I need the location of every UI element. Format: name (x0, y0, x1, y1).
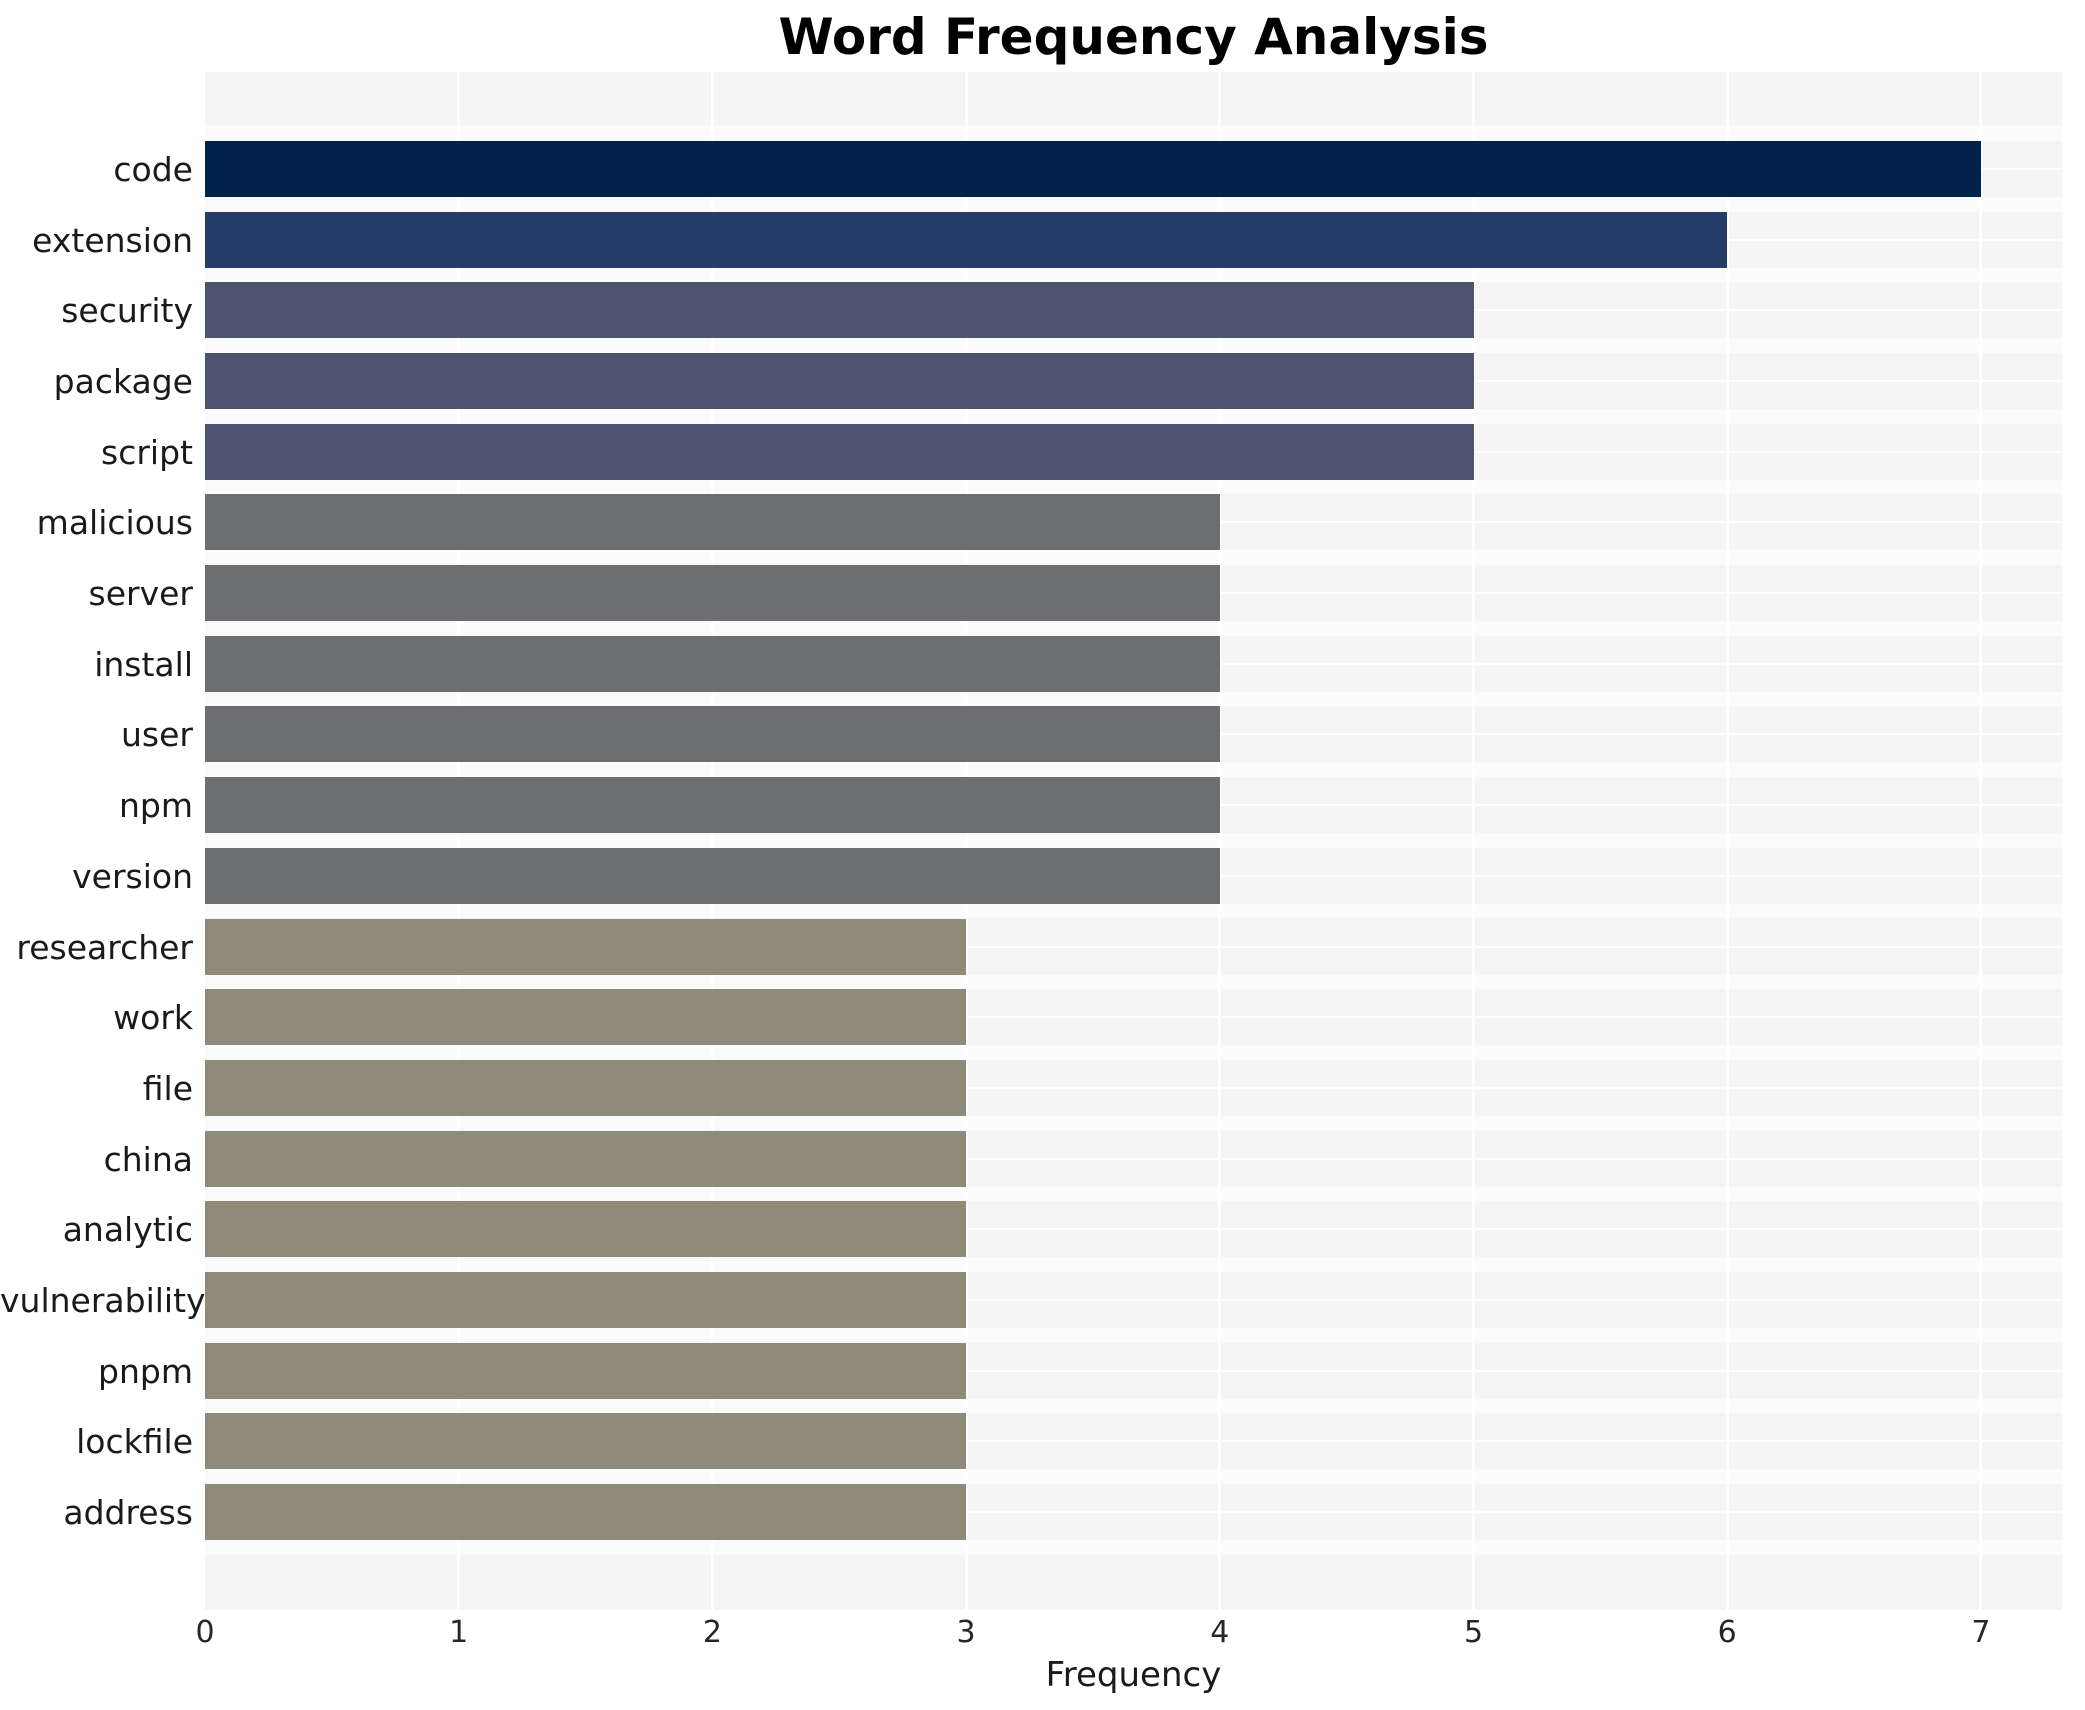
chart-title: Word Frequency Analysis (778, 8, 1489, 66)
bar-malicious (205, 494, 1220, 551)
x-gridline (1979, 72, 1983, 1610)
x-gridline (1218, 72, 1222, 1610)
bar-extension (205, 211, 1728, 268)
y-gridline (205, 1298, 2062, 1301)
bar-package (205, 353, 1474, 409)
x-gridline (710, 72, 714, 1610)
row-stripe (205, 833, 2062, 848)
x-axis-title: Frequency (1045, 1655, 1222, 1695)
y-axis-label-researcher: researcher (16, 927, 193, 967)
bar-install (205, 635, 1220, 692)
row-stripe (205, 409, 2062, 424)
y-axis-label-package: package (53, 362, 193, 401)
y-axis-label-npm: npm (118, 786, 193, 826)
row-stripe (205, 338, 2062, 354)
row-stripe (205, 197, 2062, 212)
bar-vulnerability (205, 1271, 967, 1328)
y-axis-label-code: code (113, 150, 193, 189)
y-gridline (205, 945, 2062, 948)
row-stripe (205, 1539, 2062, 1555)
row-stripe (205, 126, 2062, 141)
bar-lockfile (205, 1413, 967, 1470)
row-stripe (205, 267, 2062, 283)
bar-code (205, 141, 1981, 197)
y-axis-label-lockfile: lockfile (76, 1422, 193, 1462)
y-gridline (205, 1086, 2062, 1089)
bar-work (205, 989, 967, 1046)
row-stripe (205, 621, 2062, 636)
bar-server (205, 565, 1220, 622)
row-stripe (205, 903, 2062, 919)
row-stripe (205, 1115, 2062, 1131)
y-axis-label-china: china (103, 1139, 193, 1179)
bar-file (205, 1059, 967, 1116)
plot-area (205, 72, 2062, 1610)
y-gridline (205, 1157, 2062, 1160)
bar-security (205, 282, 1474, 339)
y-axis-label-install: install (94, 644, 193, 684)
x-tick-label-4: 4 (1210, 1615, 1230, 1650)
row-stripe (205, 1327, 2062, 1343)
bar-china (205, 1130, 967, 1187)
y-axis-label-address: address (63, 1492, 193, 1532)
row-stripe (205, 1186, 2062, 1202)
y-axis-label-script: script (101, 432, 193, 472)
y-axis-label-security: security (61, 291, 193, 331)
bar-version (205, 847, 1220, 904)
y-gridline (205, 1228, 2062, 1231)
y-axis-label-extension: extension (32, 220, 193, 260)
row-stripe (205, 762, 2062, 778)
y-axis-label-work: work (113, 998, 193, 1038)
row-stripe (205, 1469, 2062, 1484)
x-tick-label-6: 6 (1717, 1615, 1737, 1650)
x-tick-label-0: 0 (195, 1615, 215, 1650)
row-stripe (205, 1045, 2062, 1060)
y-axis-label-analytic: analytic (62, 1210, 193, 1250)
bar-npm (205, 777, 1220, 834)
y-axis-label-vulnerability: vulnerability (0, 1280, 206, 1320)
bar-pnpm (205, 1342, 967, 1399)
x-tick-label-2: 2 (702, 1615, 722, 1650)
y-axis-label-malicious: malicious (36, 503, 193, 543)
y-axis-label-server: server (88, 574, 193, 614)
y-gridline (205, 1440, 2062, 1443)
y-axis-labels: code extension security package script malici… (0, 0, 206, 1710)
y-axis-label-user: user (121, 715, 193, 755)
bar-script (205, 423, 1474, 480)
row-stripe (205, 479, 2062, 495)
bar-analytic (205, 1201, 967, 1258)
row-stripe (205, 974, 2062, 990)
x-tick-label-1: 1 (449, 1615, 469, 1650)
y-axis-label-version: version (72, 856, 193, 896)
row-stripe (205, 691, 2062, 707)
y-gridline (205, 1510, 2062, 1513)
bar-researcher (205, 918, 967, 975)
row-stripe (205, 550, 2062, 566)
x-gridline (457, 72, 461, 1610)
bar-address (205, 1483, 967, 1540)
row-stripe (205, 1257, 2062, 1272)
y-gridline (205, 1016, 2062, 1019)
x-gridline (1472, 72, 1475, 1610)
x-tick-label-7: 7 (1971, 1615, 1991, 1650)
y-gridline (205, 1369, 2062, 1372)
x-tick-label-3: 3 (956, 1615, 976, 1650)
x-gridline (1725, 72, 1729, 1610)
row-stripe (205, 1398, 2062, 1414)
x-tick-label-5: 5 (1463, 1615, 1484, 1650)
y-axis-label-file: file (142, 1068, 193, 1108)
x-gridline (964, 72, 968, 1610)
y-axis-label-pnpm: pnpm (98, 1351, 193, 1391)
bar-user (205, 706, 1220, 763)
